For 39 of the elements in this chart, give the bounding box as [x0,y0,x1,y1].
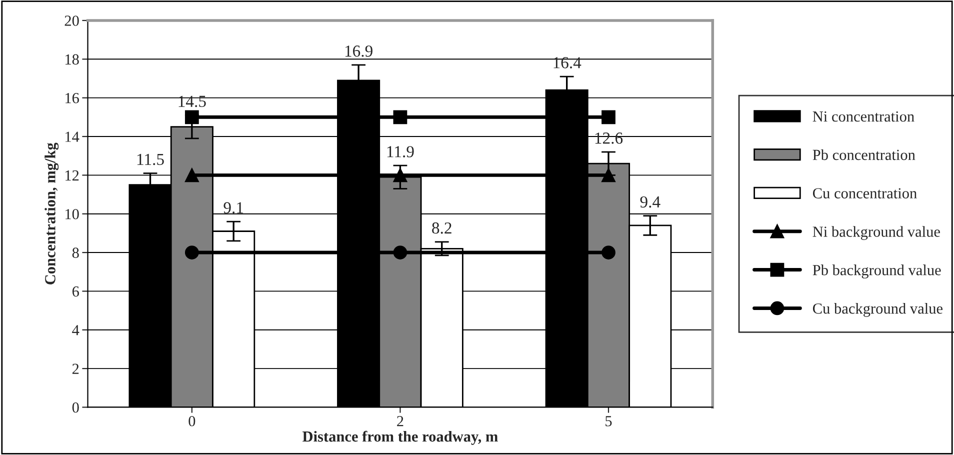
point [602,168,616,182]
data-label: 9.1 [224,202,243,214]
y-tick-label: 8 [72,248,79,258]
y-tick-label: 12 [66,170,79,180]
data-label: 14.5 [178,96,206,108]
data-label: 16.4 [554,57,582,68]
y-tick-label: 16 [66,93,79,104]
point [602,246,616,260]
y-tick-label: 4 [72,325,80,336]
y-tick-label: 6 [72,286,79,297]
point [184,246,199,260]
x-tick-label: 2 [397,416,404,426]
point [393,168,408,182]
x-axis-title: Distance from the roadway, m [302,430,498,445]
data-label: 9.4 [640,196,660,208]
legend-label: Pb background value [812,264,941,278]
legend-label: Pb concentration [812,149,916,160]
y-tick-label: 18 [66,54,79,65]
data-label: 8.2 [432,222,452,234]
legend-label: Ni concentration [812,111,914,122]
data-label: 11.5 [137,154,164,166]
data-label: 16.9 [345,46,372,57]
point [393,246,408,260]
y-tick-label: 20 [64,16,79,26]
legend-label: Ni background value [812,226,940,240]
y-tick-label: 14 [66,132,80,142]
point [184,110,199,124]
x-tick-label: 0 [188,416,196,426]
legend-label: Cu concentration [812,188,917,198]
y-tick-label: 0 [72,402,79,413]
point [393,110,408,124]
y-tick-label: 10 [66,208,79,220]
y-axis-title: Concentration, mg/kg [44,142,59,284]
legend-label: Cu background value [812,302,942,317]
point [602,110,616,124]
y-tick-label: 2 [72,364,79,374]
point [184,168,199,182]
x-tick-label: 5 [606,416,612,426]
data-label: 11.9 [387,146,414,158]
